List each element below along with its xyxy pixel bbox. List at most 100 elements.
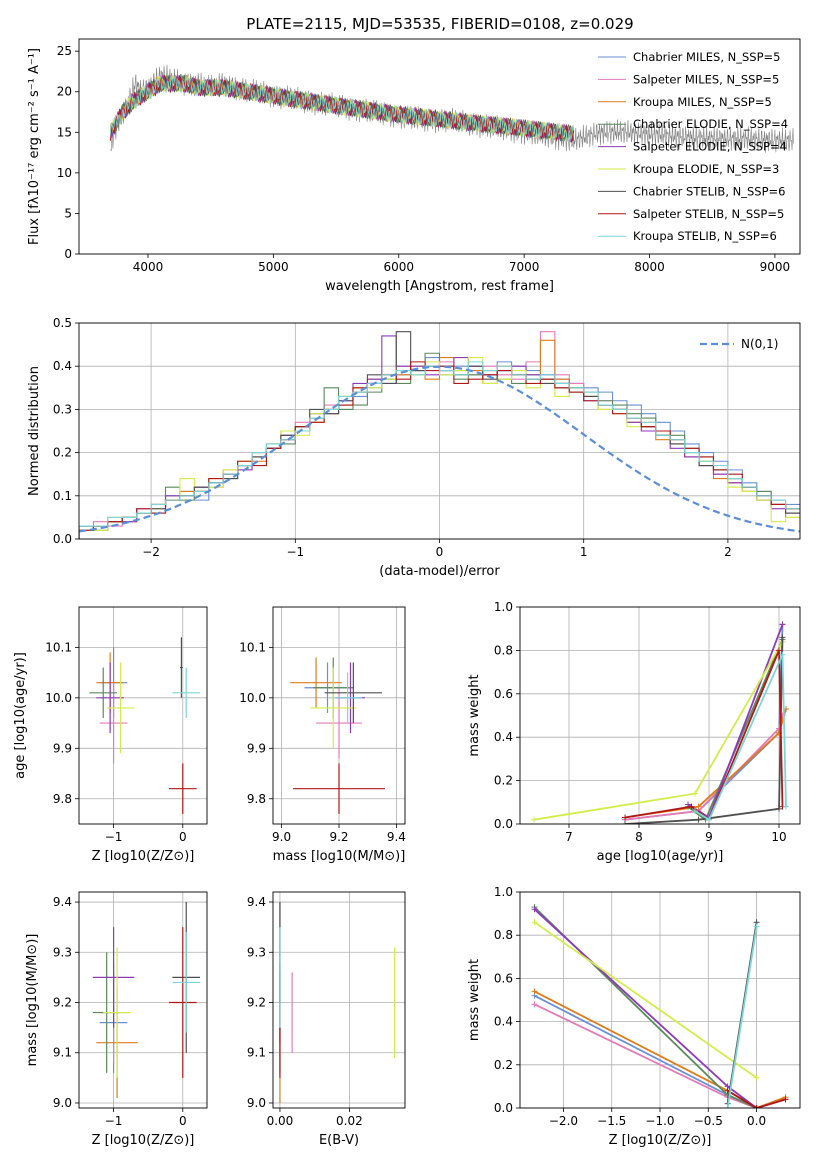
y-tick-label: 9.8 <box>247 792 266 806</box>
y-tick-label: 9.3 <box>247 945 266 959</box>
y-tick-label: 9.2 <box>247 996 266 1010</box>
weight-series-line <box>533 921 758 1079</box>
y-tick-label: 0.4 <box>53 359 72 373</box>
weight-series-line <box>624 624 784 821</box>
y-tick-label: 20 <box>57 85 72 99</box>
x-tick-label: 9.0 <box>272 830 291 844</box>
weight-series-line <box>727 1089 786 1108</box>
y-tick-label: 9.8 <box>53 792 72 806</box>
x-tick-label: 7000 <box>509 260 540 274</box>
y-tick-label: 9.9 <box>53 741 72 755</box>
axes-frame <box>78 322 801 540</box>
y-tick-label: 0 <box>64 247 72 261</box>
y-tick-label: 1.0 <box>494 600 513 614</box>
x-tick-label: 8 <box>635 830 643 844</box>
weight-series-line <box>687 624 784 819</box>
x-axis-label: Z [log10(Z/Z⊙)] <box>92 1133 195 1148</box>
y-tick-label: 0.0 <box>53 532 72 546</box>
x-tick-label: 7 <box>565 830 573 844</box>
legend-label: Chabrier ELODIE, N_SSP=4 <box>633 117 788 131</box>
x-tick-label: 9.2 <box>329 830 348 844</box>
x-tick-label: 0 <box>179 1114 187 1128</box>
x-tick-label: 1 <box>580 545 588 559</box>
mass-vs-extinction-panel: 0.00 0.02 9.0 9.1 9.2 9.3 9.4 E(B-V) <box>247 891 406 1148</box>
figure-title: PLATE=2115, MJD=53535, FIBERID=0108, z=0… <box>246 15 633 33</box>
y-axis-label: mass [log10(M/M⊙)] <box>25 934 40 1067</box>
plot-area <box>531 621 789 824</box>
x-tick-label: 0.02 <box>336 1114 363 1128</box>
y-axis-label: Normed distribution <box>27 366 42 496</box>
legend-label: Salpeter STELIB, N_SSP=5 <box>633 207 784 221</box>
x-axis-label: Z [log10(Z/Z⊙)] <box>92 849 195 864</box>
mass-weight-vs-age-panel: 7 8 9 10 0.0 0.2 0.4 0.6 0.8 1.0 age [log10(age/yr… <box>467 600 801 864</box>
axes-frame <box>272 606 406 825</box>
y-tick-label: 1.0 <box>494 885 513 899</box>
legend-label: Kroupa ELODIE, N_SSP=3 <box>633 162 779 176</box>
x-axis-label: Z [log10(Z/Z⊙)] <box>609 1133 712 1148</box>
x-tick-label: −1.5 <box>597 1114 626 1128</box>
x-tick-label: 6000 <box>383 260 414 274</box>
legend-label: Salpeter MILES, N_SSP=5 <box>633 72 779 86</box>
legend-label: Salpeter ELODIE, N_SSP=4 <box>633 140 787 154</box>
plot-area <box>92 902 201 1098</box>
x-tick-label: −2.0 <box>549 1114 578 1128</box>
x-tick-label: −1 <box>286 545 304 559</box>
plot-area <box>79 331 800 539</box>
x-tick-label: 10 <box>771 830 786 844</box>
legend-label: Kroupa MILES, N_SSP=5 <box>633 95 772 109</box>
y-tick-label: 9.4 <box>53 895 72 909</box>
x-tick-label: 4000 <box>133 260 164 274</box>
x-axis-label: E(B-V) <box>319 1133 359 1148</box>
plot-area <box>279 902 396 1103</box>
weight-series-line <box>694 654 787 822</box>
axes-frame <box>519 606 801 825</box>
x-tick-label: 5000 <box>258 260 289 274</box>
x-axis-label: mass [log10(M/M⊙)] <box>273 849 406 864</box>
y-tick-label: 5 <box>64 206 72 220</box>
y-tick-label: 10.1 <box>45 640 72 654</box>
x-tick-label: −2 <box>142 545 160 559</box>
y-tick-label: 9.3 <box>53 945 72 959</box>
plot-area <box>290 657 385 814</box>
x-tick-label: 8000 <box>634 260 665 274</box>
y-tick-label: 9.9 <box>247 741 266 755</box>
y-tick-label: 0.2 <box>494 1058 513 1072</box>
y-tick-label: 0.4 <box>494 1015 513 1029</box>
y-tick-label: 9.0 <box>53 1096 72 1110</box>
plot-area <box>89 637 201 814</box>
axes-frame <box>78 891 208 1109</box>
y-tick-label: 0.6 <box>494 971 513 985</box>
y-tick-label: 0.0 <box>494 817 513 831</box>
y-tick-label: 9.4 <box>247 895 266 909</box>
age-vs-metallicity-panel: −1 0 9.8 9.9 10.0 10.1 Z [log10(Z/Z⊙)] age [log… <box>13 606 208 864</box>
axes-frame <box>78 38 801 255</box>
y-tick-label: 0.5 <box>53 316 72 330</box>
y-tick-label: 0.1 <box>53 489 72 503</box>
y-tick-label: 25 <box>57 44 72 58</box>
x-axis-label: wavelength [Angstrom, rest frame] <box>325 279 554 294</box>
x-axis-label: age [log10(age/yr)] <box>597 849 724 864</box>
y-tick-label: 10.1 <box>239 640 266 654</box>
model-spectrum-line <box>109 75 575 142</box>
axes-frame <box>272 891 406 1109</box>
x-tick-label: 9000 <box>760 260 791 274</box>
y-tick-label: 10.0 <box>239 691 266 705</box>
plot-area <box>109 64 794 153</box>
y-axis-label: age [log10(age/yr)] <box>13 652 28 779</box>
legend-label: N(0,1) <box>741 337 778 351</box>
y-axis-label: mass weight <box>467 959 482 1041</box>
x-tick-label: 0 <box>179 830 187 844</box>
legend-label: Kroupa STELIB, N_SSP=6 <box>633 229 777 243</box>
y-tick-label: 0.2 <box>53 446 72 460</box>
x-tick-label: 0.00 <box>267 1114 294 1128</box>
x-tick-label: 2 <box>724 545 732 559</box>
mass-vs-metallicity-panel: −1 0 9.0 9.1 9.2 9.3 9.4 Z [log10(Z/Z⊙)] mass [l… <box>25 891 208 1148</box>
x-tick-label: 9 <box>705 830 713 844</box>
x-tick-label: −1 <box>105 830 123 844</box>
y-tick-label: 9.1 <box>53 1046 72 1060</box>
x-axis-label: (data-model)/error <box>379 564 500 579</box>
x-tick-label: 0 <box>436 545 444 559</box>
age-vs-mass-panel: 9.0 9.2 9.4 9.8 9.9 10.0 10.1 mass [log10(M/M⊙)… <box>239 606 406 864</box>
y-tick-label: 10.0 <box>45 691 72 705</box>
plot-area <box>531 904 789 1108</box>
